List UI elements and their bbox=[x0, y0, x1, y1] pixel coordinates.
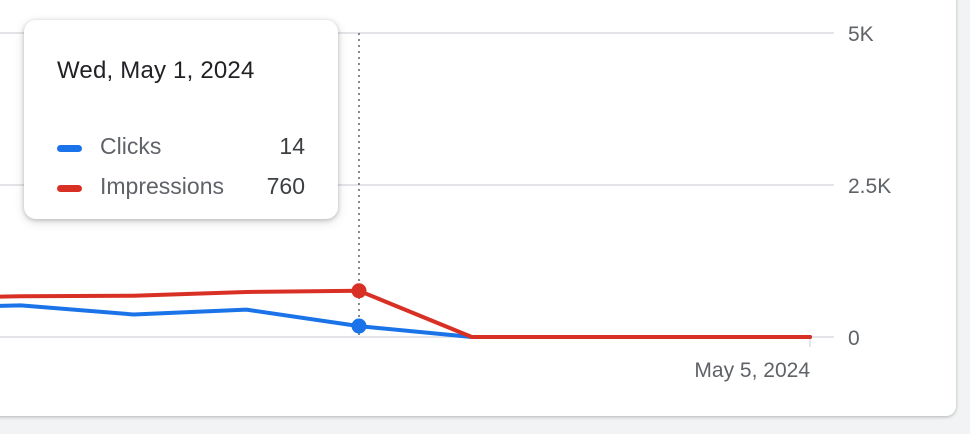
y-tick-label-2: 5K bbox=[848, 23, 874, 46]
tooltip-label-impressions: Impressions bbox=[100, 173, 224, 200]
y-axis-ticks: 0 2.5K 5K bbox=[848, 23, 891, 350]
series-lines bbox=[0, 291, 810, 337]
tooltip-row-impressions: Impressions 760 bbox=[57, 173, 305, 203]
impressions-swatch-icon bbox=[57, 185, 82, 192]
tooltip-date: Wed, May 1, 2024 bbox=[57, 57, 255, 85]
tooltip-value-clicks: 14 bbox=[279, 133, 305, 160]
y-tick-label-0: 0 bbox=[848, 327, 860, 350]
y-tick-label-1: 2.5K bbox=[848, 175, 891, 198]
x-tick-label-0: May 5, 2024 bbox=[694, 359, 810, 382]
hover-points bbox=[352, 283, 367, 333]
tooltip-label-clicks: Clicks bbox=[100, 133, 161, 160]
chart-tooltip: Wed, May 1, 2024 Clicks 14 Impressions 7… bbox=[24, 20, 338, 219]
clicks-swatch-icon bbox=[57, 145, 82, 152]
x-axis-ticks: May 5, 2024 bbox=[694, 337, 810, 382]
tooltip-row-clicks: Clicks 14 bbox=[57, 133, 305, 163]
hover-point-impressions bbox=[352, 283, 367, 298]
tooltip-value-impressions: 760 bbox=[267, 173, 305, 200]
hover-point-clicks bbox=[352, 319, 367, 334]
